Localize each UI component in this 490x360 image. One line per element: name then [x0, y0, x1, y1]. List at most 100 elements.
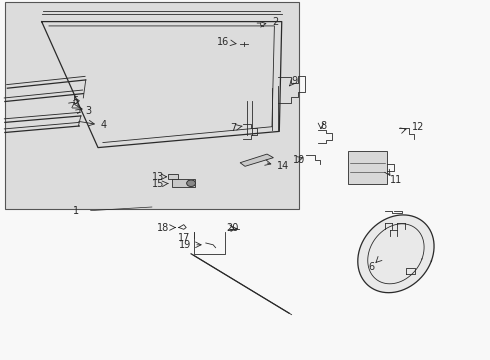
Point — [191, 172, 198, 178]
Point — [24, 158, 32, 164]
Point — [150, 146, 158, 152]
Point — [154, 135, 162, 141]
Point — [199, 111, 207, 116]
Point — [211, 39, 219, 44]
Point — [177, 169, 185, 175]
Point — [200, 197, 208, 203]
Point — [76, 136, 84, 141]
Point — [37, 149, 45, 155]
Point — [230, 30, 238, 36]
Point — [28, 46, 36, 52]
Point — [190, 83, 197, 89]
Point — [56, 199, 64, 205]
Point — [210, 100, 218, 106]
Point — [283, 157, 291, 163]
Point — [244, 160, 252, 166]
Point — [279, 156, 287, 162]
Point — [263, 98, 271, 103]
Point — [87, 129, 95, 135]
Point — [139, 28, 147, 34]
Text: 9: 9 — [291, 76, 297, 86]
Point — [18, 67, 25, 73]
Point — [172, 156, 179, 161]
Point — [252, 106, 260, 112]
Point — [50, 52, 58, 58]
Point — [150, 118, 158, 123]
Point — [30, 177, 38, 183]
Point — [258, 58, 266, 63]
Point — [261, 202, 269, 207]
Point — [220, 144, 227, 150]
Point — [109, 46, 117, 52]
Point — [250, 98, 258, 103]
Point — [44, 72, 52, 78]
Point — [175, 138, 183, 144]
Point — [154, 124, 162, 130]
Point — [126, 170, 134, 176]
Point — [236, 108, 244, 114]
Point — [133, 178, 141, 184]
Point — [183, 27, 191, 33]
Point — [146, 121, 154, 126]
Point — [172, 123, 180, 129]
Point — [268, 121, 275, 127]
Point — [208, 6, 216, 12]
Point — [4, 74, 12, 80]
Point — [79, 105, 87, 111]
Point — [153, 84, 161, 90]
Point — [121, 60, 128, 66]
Point — [89, 85, 97, 91]
Point — [174, 109, 182, 115]
Point — [9, 158, 17, 163]
Point — [219, 67, 227, 73]
Point — [196, 125, 203, 131]
Point — [124, 174, 132, 180]
Point — [119, 100, 127, 106]
Point — [23, 142, 31, 148]
Point — [233, 145, 241, 151]
Point — [126, 168, 134, 174]
Point — [32, 84, 40, 90]
Point — [209, 171, 217, 177]
Point — [252, 148, 260, 154]
Point — [158, 101, 166, 107]
Point — [133, 121, 141, 127]
Point — [258, 164, 266, 170]
Point — [73, 98, 80, 103]
Point — [278, 170, 286, 176]
Point — [30, 102, 38, 108]
Point — [72, 142, 79, 148]
Point — [217, 64, 224, 70]
Point — [243, 147, 251, 153]
Point — [130, 169, 138, 175]
Point — [41, 106, 49, 112]
Point — [38, 184, 46, 190]
Point — [222, 117, 230, 122]
Point — [291, 74, 299, 80]
Point — [38, 71, 46, 77]
Point — [95, 154, 103, 159]
Point — [231, 167, 239, 172]
Point — [253, 148, 261, 154]
Point — [54, 58, 62, 64]
Point — [251, 149, 259, 154]
Point — [89, 1, 97, 7]
Point — [169, 39, 177, 45]
Point — [96, 55, 104, 61]
Point — [175, 149, 183, 154]
Point — [92, 173, 99, 179]
Point — [22, 170, 30, 176]
Point — [103, 9, 111, 15]
Point — [97, 78, 104, 84]
Text: 5: 5 — [73, 96, 79, 106]
Point — [275, 153, 283, 159]
Point — [287, 177, 294, 183]
Point — [248, 11, 256, 17]
Point — [244, 175, 252, 180]
Point — [45, 69, 53, 75]
Point — [91, 69, 99, 75]
Point — [220, 144, 228, 149]
Point — [80, 198, 88, 204]
Point — [219, 129, 227, 134]
Point — [94, 21, 102, 26]
